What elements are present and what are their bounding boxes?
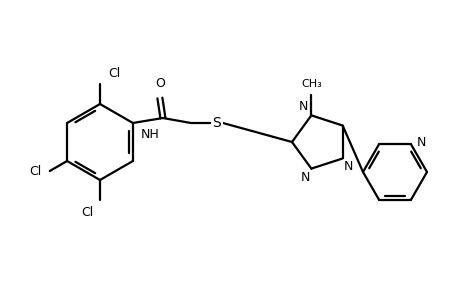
Text: O: O (155, 77, 164, 90)
Text: NH: NH (140, 128, 159, 140)
Text: Cl: Cl (108, 67, 120, 80)
Text: N: N (300, 171, 310, 184)
Text: S: S (212, 116, 221, 130)
Text: Cl: Cl (82, 206, 94, 219)
Text: N: N (416, 136, 425, 149)
Text: N: N (298, 100, 308, 113)
Text: Cl: Cl (29, 164, 42, 178)
Text: CH₃: CH₃ (300, 80, 321, 89)
Text: N: N (343, 160, 352, 173)
